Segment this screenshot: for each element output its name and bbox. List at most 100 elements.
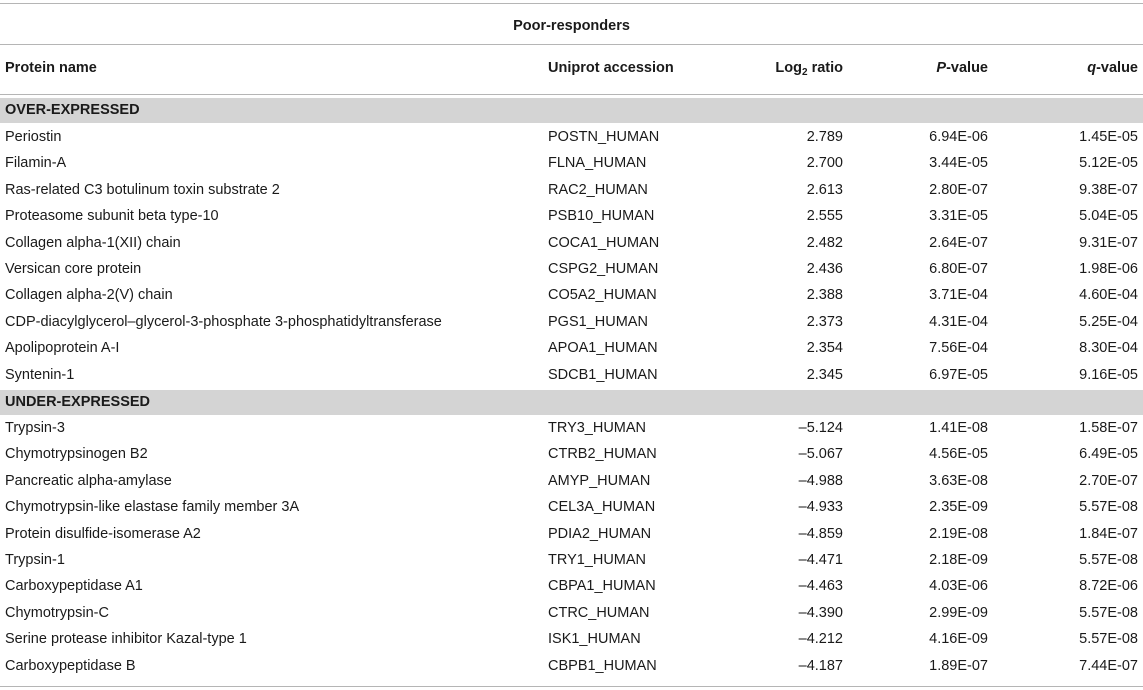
log2-ratio-cell: 2.345: [806, 366, 843, 383]
accession-cell: PGS1_HUMAN: [548, 313, 648, 330]
log2-ratio-cell: 2.373: [806, 313, 843, 330]
section-rows: Trypsin-3 TRY3_HUMAN –5.124 1.41E-08 1.58E-0…: [0, 415, 1143, 679]
q-value-cell: 8.72E-06: [1079, 578, 1138, 595]
protein-name-cell: Versican core protein: [5, 260, 142, 277]
q-value-cell: 1.45E-05: [1079, 129, 1138, 145]
p-value-cell: 1.41E-08: [929, 420, 988, 436]
section-rows: Periostin POSTN_HUMAN 2.789 6.94E-06 1.45E-0…: [0, 124, 1143, 388]
log2-ratio-cell: –4.471: [798, 551, 843, 568]
p-value-cell: 3.31E-05: [929, 208, 988, 225]
q-value-cell: 5.57E-08: [1079, 631, 1138, 648]
header-accession: Uniprot accession: [548, 60, 674, 76]
log2-ratio-cell: –4.212: [798, 631, 843, 648]
p-value-cell: 4.56E-05: [929, 446, 988, 463]
protein-name-cell: Apolipoprotein A-I: [5, 340, 120, 357]
protein-name-cell: Collagen alpha-1(XII) chain: [5, 234, 181, 251]
p-value-cell: 2.19E-08: [929, 525, 988, 542]
q-value-cell: 5.25E-04: [1079, 313, 1138, 330]
accession-cell: COCA1_HUMAN: [548, 234, 660, 251]
log2-ratio-cell: –4.933: [798, 499, 843, 516]
table-row: Filamin-A FLNA_HUMAN 2.700 3.44E-05 5.12E-05: [0, 150, 1143, 176]
protein-name-cell: Filamin-A: [5, 155, 67, 172]
accession-cell: FLNA_HUMAN: [548, 155, 647, 172]
table-row: Collagen alpha-1(XII) chain COCA1_HUMAN 2.…: [0, 230, 1143, 256]
p-value-cell: 6.97E-05: [929, 366, 988, 383]
q-value-cell: 5.57E-08: [1079, 551, 1138, 568]
protein-name-cell: Serine protease inhibitor Kazal-type 1: [5, 631, 247, 648]
log2-ratio-cell: 2.388: [806, 287, 843, 304]
table-row: Carboxypeptidase A1 CBPA1_HUMAN –4.463 4.03…: [0, 573, 1143, 599]
table-row: Versican core protein CSPG2_HUMAN 2.436 6.8…: [0, 256, 1143, 282]
p-value-cell: 3.63E-08: [929, 472, 988, 489]
header-q-value: q-value: [1087, 60, 1138, 76]
protein-name-cell: Trypsin-1: [5, 551, 65, 568]
table-row: Collagen alpha-2(V) chain CO5A2_HUMAN 2.38…: [0, 282, 1143, 308]
accession-cell: CTRB2_HUMAN: [548, 446, 657, 463]
protein-name-cell: Carboxypeptidase B: [5, 657, 136, 674]
accession-cell: PSB10_HUMAN: [548, 208, 655, 225]
p-value-cell: 6.80E-07: [929, 260, 988, 277]
protein-name-cell: Chymotrypsinogen B2: [5, 446, 148, 463]
log2-ratio-cell: 2.789: [806, 129, 843, 145]
accession-cell: TRY1_HUMAN: [548, 551, 647, 568]
q-value-cell: 9.16E-05: [1079, 366, 1138, 383]
p-value-cell: 4.16E-09: [929, 631, 988, 648]
accession-cell: AMYP_HUMAN: [548, 472, 651, 489]
p-value-cell: 2.80E-07: [929, 181, 988, 198]
log2-ratio-cell: 2.555: [806, 208, 843, 225]
q-value-cell: 4.60E-04: [1079, 287, 1138, 304]
p-value-cell: 7.56E-04: [929, 340, 988, 357]
p-value-cell: 3.44E-05: [929, 155, 988, 172]
q-value-cell: 5.12E-05: [1079, 155, 1138, 172]
bottom-rule: [0, 686, 1143, 687]
q-value-cell: 1.84E-07: [1079, 525, 1138, 542]
log2-ratio-cell: –5.067: [798, 446, 843, 463]
protein-name-cell: Pancreatic alpha-amylase: [5, 472, 172, 489]
log2-ratio-cell: 2.354: [806, 340, 843, 357]
q-value-cell: 9.31E-07: [1079, 234, 1138, 251]
accession-cell: SDCB1_HUMAN: [548, 366, 658, 383]
table-row: Chymotrypsin-like elastase family member…: [0, 494, 1143, 520]
accession-cell: ISK1_HUMAN: [548, 631, 641, 648]
protein-name-cell: Chymotrypsin-like elastase family member…: [5, 499, 300, 516]
log2-ratio-cell: 2.700: [806, 155, 843, 172]
log2-ratio-cell: 2.613: [806, 181, 843, 198]
log2-ratio-cell: 2.436: [806, 260, 843, 277]
accession-cell: CSPG2_HUMAN: [548, 260, 659, 277]
p-value-cell: 4.31E-04: [929, 313, 988, 330]
log2-ratio-cell: –4.187: [798, 657, 843, 674]
table-row: Pancreatic alpha-amylase AMYP_HUMAN –4.988…: [0, 468, 1143, 494]
protein-name-cell: Syntenin-1: [5, 366, 75, 383]
protein-name-cell: Trypsin-3: [5, 420, 65, 436]
protein-name-cell: Collagen alpha-2(V) chain: [5, 287, 173, 304]
log2-ratio-cell: –4.463: [798, 578, 843, 595]
top-rule: [0, 3, 1143, 4]
table-row: Proteasome subunit beta type-10 PSB10_HUM…: [0, 203, 1143, 229]
protein-name-cell: Ras-related C3 botulinum toxin substrate…: [5, 181, 280, 198]
accession-cell: PDIA2_HUMAN: [548, 525, 652, 542]
section-label: OVER-EXPRESSED: [5, 102, 140, 118]
accession-cell: CBPA1_HUMAN: [548, 578, 656, 595]
header-protein-name: Protein name: [5, 60, 97, 76]
table-row: Serine protease inhibitor Kazal-type 1 IS…: [0, 626, 1143, 652]
p-value-cell: 2.64E-07: [929, 234, 988, 251]
header-p-value: P-value: [936, 60, 988, 76]
table-row: Syntenin-1 SDCB1_HUMAN 2.345 6.97E-05 9.16E-…: [0, 362, 1143, 388]
q-value-cell: 5.57E-08: [1079, 499, 1138, 516]
protein-name-cell: Protein disulfide-isomerase A2: [5, 525, 201, 542]
protein-name-cell: Carboxypeptidase A1: [5, 578, 143, 595]
accession-cell: POSTN_HUMAN: [548, 129, 660, 145]
protein-name-cell: CDP-diacylglycerol–glycerol-3-phosphate …: [5, 313, 442, 330]
protein-name-cell: Periostin: [5, 129, 62, 145]
log2-ratio-cell: –4.988: [798, 472, 843, 489]
q-value-cell: 1.58E-07: [1079, 420, 1138, 436]
group-rule: [0, 44, 1143, 45]
accession-cell: CEL3A_HUMAN: [548, 499, 656, 516]
table-row: Chymotrypsinogen B2 CTRB2_HUMAN –5.067 4.56…: [0, 441, 1143, 467]
q-value-cell: 6.49E-05: [1079, 446, 1138, 463]
log2-ratio-cell: –4.390: [798, 604, 843, 621]
table-row: Trypsin-1 TRY1_HUMAN –4.471 2.18E-09 5.57E-0…: [0, 547, 1143, 573]
q-value-cell: 2.70E-07: [1079, 472, 1138, 489]
protein-name-cell: Proteasome subunit beta type-10: [5, 208, 219, 225]
